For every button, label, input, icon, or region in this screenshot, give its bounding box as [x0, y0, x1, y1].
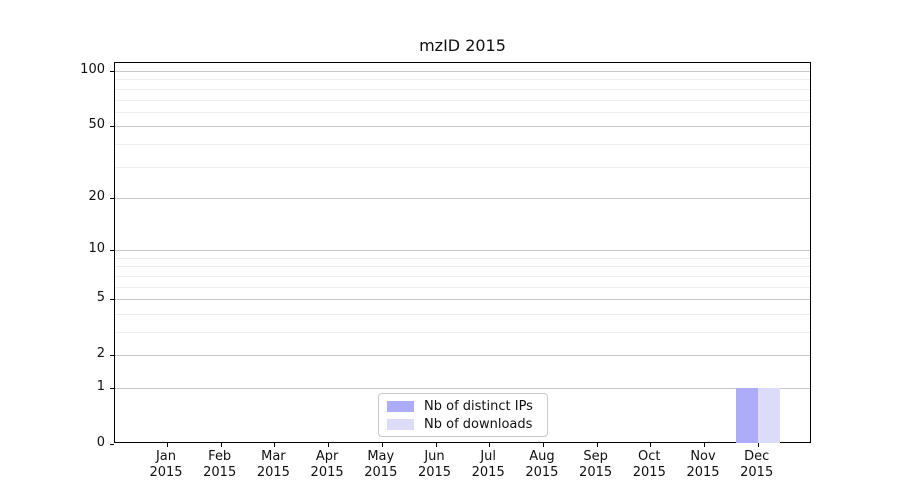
y-tick-label: 0 [96, 435, 105, 450]
x-tick-label: May 2015 [349, 449, 413, 481]
minor-gridline [115, 266, 810, 268]
y-axis-tick [110, 388, 114, 389]
x-axis-tick [489, 443, 491, 447]
y-tick-label: 10 [88, 241, 105, 257]
bar-nb-of-distinct-ips-dec [735, 388, 758, 443]
y-axis-tick [110, 355, 114, 357]
year-label: 2015 [525, 465, 559, 480]
year-label: 2015 [149, 465, 183, 480]
y-tick-label: 2 [96, 346, 105, 362]
legend-label: Nb of distinct IPs [424, 398, 533, 414]
minor-gridline [115, 257, 810, 259]
legend-item: Nb of downloads [387, 417, 547, 432]
month-label: Sep [583, 449, 608, 464]
x-axis-tick [220, 443, 222, 447]
year-label: 2015 [310, 465, 344, 480]
legend-label: Nb of downloads [424, 416, 533, 432]
y-axis-tick [110, 71, 114, 72]
month-label: Feb [208, 449, 232, 464]
minor-gridline [115, 111, 810, 113]
bar-nb-of-downloads-dec [757, 388, 780, 443]
x-axis-tick [381, 443, 383, 447]
minor-gridline [115, 286, 810, 288]
month-label: Aug [529, 449, 555, 464]
year-label: 2015 [579, 465, 613, 480]
year-label: 2015 [256, 465, 290, 480]
y-axis-tick [110, 444, 114, 445]
x-tick-label: Jun 2015 [403, 449, 467, 481]
legend-item: Nb of distinct IPs [387, 399, 547, 414]
x-axis-tick [435, 443, 437, 447]
x-axis-tick [704, 443, 705, 447]
x-axis-tick [274, 443, 276, 447]
minor-gridline [115, 99, 810, 101]
y-tick-label: 5 [96, 290, 105, 306]
major-gridline [115, 126, 810, 128]
legend: Nb of distinct IPs Nb of downloads [378, 393, 548, 437]
year-label: 2015 [686, 465, 720, 480]
y-tick-label: 100 [80, 62, 105, 77]
legend-swatch-icon [387, 418, 414, 430]
x-tick-label: Mar 2015 [241, 449, 305, 481]
year-label: 2015 [417, 465, 452, 480]
plot-area [110, 62, 811, 447]
minor-gridline [115, 79, 810, 81]
x-axis-tick [167, 443, 168, 447]
y-tick-label: 50 [88, 117, 105, 133]
month-label: May [367, 449, 395, 464]
x-axis-tick [542, 443, 544, 447]
minor-gridline [115, 143, 810, 145]
year-label: 2015 [632, 465, 666, 480]
month-label: Mar [261, 449, 286, 464]
x-tick-label: Oct 2015 [617, 449, 681, 481]
x-tick-label: Nov 2015 [671, 449, 735, 481]
y-tick-label: 20 [88, 188, 105, 204]
month-label: Nov [690, 449, 716, 464]
major-gridline [115, 388, 810, 389]
y-axis-tick [110, 299, 114, 301]
x-tick-label: Sep 2015 [564, 449, 628, 481]
minor-gridline [115, 88, 810, 90]
month-label: Jul [480, 449, 497, 464]
major-gridline [115, 299, 810, 301]
x-axis-tick [650, 443, 652, 447]
y-axis-tick [110, 197, 114, 199]
month-label: Jan [155, 449, 177, 464]
x-tick-label: Feb 2015 [188, 449, 252, 481]
y-axis-tick [110, 126, 114, 128]
minor-gridline [115, 332, 810, 333]
x-tick-label: Jan 2015 [134, 449, 198, 481]
legend-swatch-icon [387, 400, 414, 412]
month-label: Jun [424, 449, 445, 464]
minor-gridline [115, 166, 810, 168]
y-axis-tick [110, 250, 114, 252]
year-label: 2015 [471, 465, 505, 480]
x-axis-tick [596, 443, 598, 447]
x-tick-label: Apr 2015 [295, 449, 359, 481]
x-tick-label: Jul 2015 [456, 449, 520, 481]
x-axis-tick [757, 443, 759, 447]
month-label: Dec [744, 449, 770, 464]
month-label: Oct [638, 449, 661, 464]
year-label: 2015 [364, 465, 398, 480]
month-label: Apr [315, 449, 339, 464]
major-gridline [115, 197, 810, 199]
major-gridline [115, 355, 810, 357]
x-tick-label: Dec 2015 [725, 449, 789, 481]
y-tick-label: 1 [96, 379, 105, 394]
x-tick-label: Aug 2015 [510, 449, 574, 481]
year-label: 2015 [203, 465, 237, 480]
year-label: 2015 [740, 465, 774, 480]
chart-title: mzID 2015 [419, 36, 506, 55]
major-gridline [115, 71, 810, 72]
major-gridline [115, 250, 810, 252]
minor-gridline [115, 313, 810, 315]
x-axis-tick [328, 443, 330, 447]
minor-gridline [115, 275, 810, 277]
